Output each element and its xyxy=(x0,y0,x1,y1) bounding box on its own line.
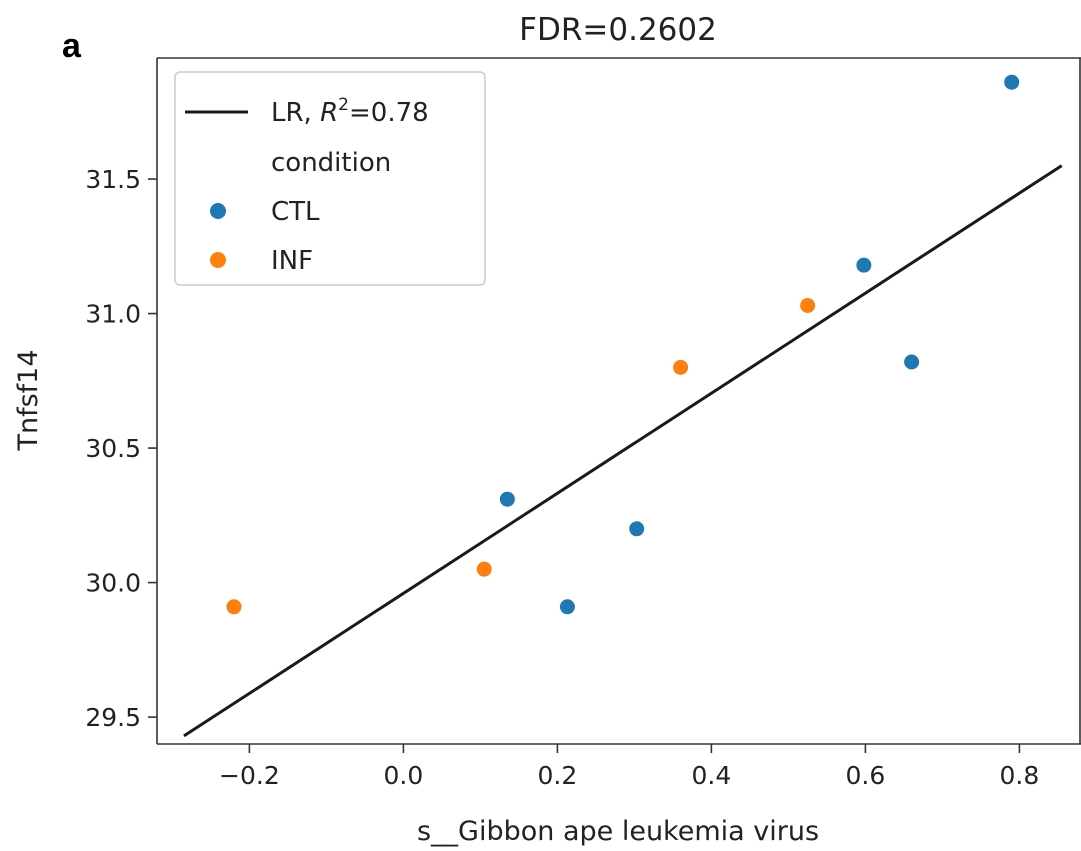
data-point-ctl xyxy=(558,598,576,616)
x-tick-label: 0.4 xyxy=(692,761,732,790)
regression-line xyxy=(183,164,1063,738)
legend: LR, R2=0.78 condition CTL INF xyxy=(174,71,486,286)
data-point-ctl xyxy=(903,353,921,371)
legend-inf-marker xyxy=(210,252,226,268)
y-axis-label: Tnfsf14 xyxy=(13,349,44,451)
x-tick-label: 0.0 xyxy=(384,761,424,790)
chart-title: FDR=0.2602 xyxy=(519,12,717,48)
data-point-inf xyxy=(225,598,243,616)
data-point-ctl xyxy=(628,520,646,538)
y-tick-label: 31.0 xyxy=(85,300,141,329)
x-tick-label: 0.8 xyxy=(1000,761,1040,790)
legend-group-title: condition xyxy=(271,148,391,178)
data-point-inf xyxy=(799,296,817,314)
data-point-ctl xyxy=(498,490,516,508)
plot-area: −0.2 0.0 0.2 0.4 0.6 0.8 29.5 30.0 30.5 31.0 31.5 xyxy=(85,57,1081,790)
x-tick-label: −0.2 xyxy=(219,761,280,790)
y-tick-label: 29.5 xyxy=(85,703,141,732)
data-point-inf xyxy=(672,358,690,376)
y-tick-label: 30.0 xyxy=(85,569,141,598)
legend-box xyxy=(174,71,486,286)
legend-ctl-marker xyxy=(210,203,226,219)
data-point-inf xyxy=(475,560,493,578)
data-point-ctl xyxy=(1003,73,1021,91)
data-point-ctl xyxy=(855,256,873,274)
legend-inf-label: INF xyxy=(271,246,313,276)
x-tick-label: 0.2 xyxy=(538,761,578,790)
legend-regression-label: LR, R2=0.78 xyxy=(271,95,429,128)
y-tick-label: 30.5 xyxy=(85,434,141,463)
x-tick-label: 0.6 xyxy=(846,761,886,790)
panel-label: a xyxy=(62,27,82,65)
legend-ctl-label: CTL xyxy=(271,197,320,227)
y-tick-label: 31.5 xyxy=(85,165,141,194)
x-axis-label: s__Gibbon ape leukemia virus xyxy=(417,816,819,847)
